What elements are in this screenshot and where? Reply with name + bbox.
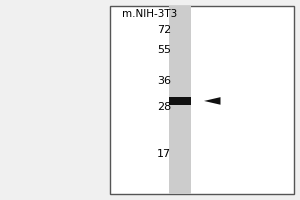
Text: 55: 55: [157, 45, 171, 55]
Polygon shape: [204, 97, 220, 105]
Bar: [169, 6, 191, 194]
Bar: [110, 6, 294, 194]
Bar: [169, 97, 191, 105]
Text: m.NIH-3T3: m.NIH-3T3: [122, 9, 178, 19]
Text: 72: 72: [157, 25, 171, 35]
Text: 17: 17: [157, 149, 171, 159]
Text: 28: 28: [157, 102, 171, 112]
Text: 36: 36: [157, 76, 171, 86]
